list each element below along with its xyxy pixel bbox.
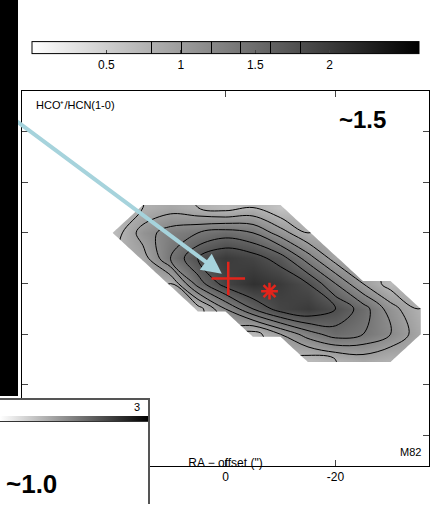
html-text:~1.0: ~1.0	[6, 469, 58, 499]
svg-text:0: 0	[222, 470, 229, 484]
svg-text:2: 2	[326, 58, 333, 72]
svg-text:~1.5: ~1.5	[339, 106, 386, 133]
svg-text:HCO⁺/HCN(1-0): HCO⁺/HCN(1-0)	[36, 99, 115, 111]
svg-text:1.5: 1.5	[247, 58, 264, 72]
svg-text:-20: -20	[327, 470, 345, 484]
svg-text:M82: M82	[400, 446, 421, 458]
svg-text:0.5: 0.5	[98, 58, 115, 72]
html-text:3: 3	[133, 401, 140, 413]
svg-text:RA − offset ("): RA − offset (")	[188, 456, 262, 470]
svg-text:1: 1	[178, 58, 185, 72]
